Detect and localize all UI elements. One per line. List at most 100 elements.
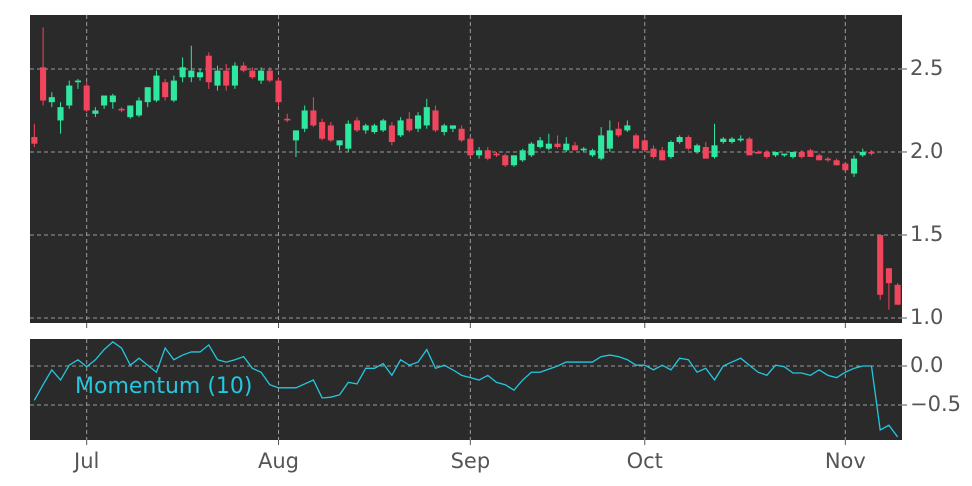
candle-body	[807, 150, 814, 157]
candle-body	[868, 151, 875, 154]
candle-body	[842, 163, 849, 171]
y-tick-label: 2.0	[910, 139, 943, 163]
candle-body	[624, 125, 631, 131]
momentum-line	[33, 340, 899, 438]
x-tick-label: Sep	[451, 449, 491, 473]
candle-body	[519, 150, 526, 161]
candle-body	[101, 95, 108, 106]
candle-body	[894, 284, 901, 305]
x-tick-label: Nov	[825, 449, 866, 473]
candle-body	[362, 125, 369, 131]
candle-body	[301, 110, 308, 129]
candle-body	[493, 153, 500, 156]
candle-body	[641, 140, 648, 151]
candle-body	[850, 158, 858, 174]
candle-body	[432, 110, 439, 131]
candle-body	[266, 70, 273, 81]
candle-body	[571, 145, 579, 151]
candle-body	[345, 123, 352, 149]
candle-body	[537, 140, 544, 147]
candle-body	[737, 138, 744, 141]
candle-body	[319, 122, 326, 139]
candle-body	[458, 128, 465, 141]
candle-body	[380, 120, 387, 131]
candle-body	[720, 138, 727, 143]
candle-body	[528, 143, 535, 156]
candle-body	[83, 85, 90, 111]
candle-body	[685, 137, 692, 149]
y-tick-label: −0.5	[910, 392, 961, 416]
candle-body	[728, 138, 736, 143]
candle-body	[397, 120, 404, 136]
candle-body	[563, 143, 570, 151]
candle-body	[816, 155, 823, 161]
candle-body	[598, 135, 605, 159]
candle-body	[66, 85, 73, 106]
candle-body	[388, 125, 395, 143]
candle-body	[275, 80, 282, 103]
candle-body	[885, 268, 892, 284]
candle-body	[170, 80, 177, 101]
candle-body	[449, 125, 456, 129]
candle-body	[667, 142, 674, 157]
y-tick-label: 0.0	[910, 353, 943, 377]
candle-body	[476, 150, 483, 156]
candle-body	[414, 115, 422, 129]
candle-body	[153, 75, 160, 101]
candle-body	[127, 105, 134, 118]
candle-body	[606, 130, 613, 149]
candle-body	[763, 151, 770, 157]
candle-body	[711, 145, 718, 157]
candle-body	[258, 70, 265, 81]
candle-body	[833, 160, 840, 166]
candle-body	[31, 137, 38, 144]
candle-body	[798, 151, 805, 157]
candle-body	[57, 107, 64, 121]
y-tick-label: 1.0	[910, 305, 943, 329]
candle-body	[292, 130, 300, 141]
candle-body	[545, 143, 552, 149]
candle-body	[580, 148, 587, 151]
candle-body	[310, 110, 317, 126]
candle-body	[188, 70, 195, 78]
y-tick-label: 1.5	[910, 222, 943, 246]
candle-body	[223, 70, 230, 86]
candle-body	[48, 97, 55, 103]
candle-body	[118, 108, 125, 111]
panel	[30, 339, 902, 440]
candle-body	[135, 100, 143, 116]
candle-body	[441, 125, 448, 133]
candle-body	[772, 151, 779, 156]
candle-body	[205, 55, 212, 83]
candle-body	[589, 150, 596, 156]
legend-label: Momentum (10)	[75, 374, 253, 399]
candle-body	[877, 235, 884, 295]
candle-body	[144, 87, 151, 103]
candle-body	[659, 150, 666, 161]
candle-body	[615, 128, 622, 136]
candle-body	[755, 151, 762, 154]
candle-body	[502, 155, 509, 166]
candle-body	[109, 95, 116, 103]
candle-body	[676, 137, 683, 143]
candle-body	[162, 82, 169, 98]
x-tick-label: Oct	[627, 449, 663, 473]
candle-body	[284, 118, 291, 121]
candle-body	[406, 118, 413, 131]
candle-body	[632, 135, 640, 149]
x-tick-label: Jul	[72, 449, 99, 473]
candle-body	[554, 143, 561, 147]
candle-body	[92, 110, 99, 114]
candle-body	[231, 65, 238, 86]
candle-body	[40, 67, 47, 101]
x-tick-label: Aug	[258, 449, 299, 473]
candle-body	[789, 151, 797, 157]
candle-body	[249, 70, 256, 78]
candle-body	[824, 158, 831, 161]
panel	[30, 15, 902, 323]
candle-body	[179, 67, 186, 78]
candle-body	[423, 107, 430, 126]
candle-body	[371, 125, 378, 133]
candle-body	[484, 150, 491, 159]
